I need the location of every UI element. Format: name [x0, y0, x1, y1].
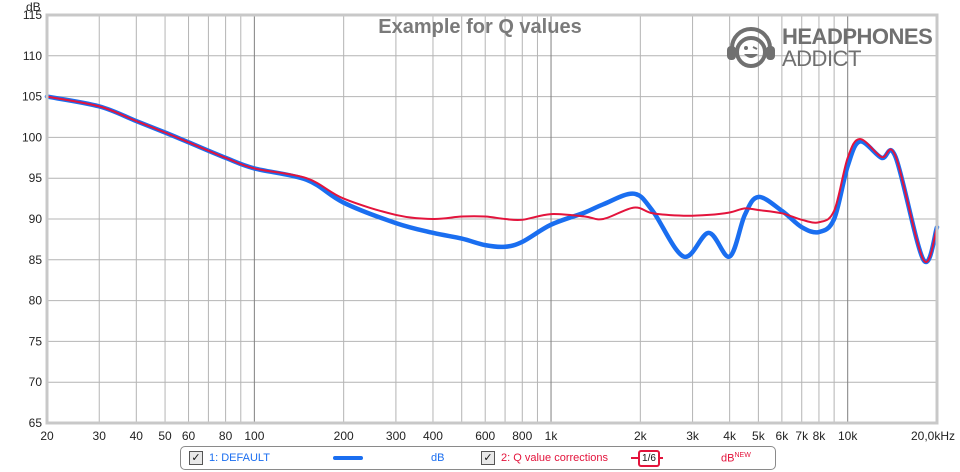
x-tick-label: 100 [244, 429, 264, 443]
x-tick-label: 5k [752, 429, 766, 443]
x-axis-ticks: 20 30 40 50 60 80 100 200 300 400 600 800 1k 2k 3k 4k 5k… [40, 429, 955, 443]
y-tick-label: 70 [29, 375, 43, 389]
grid [46, 14, 938, 424]
smiley-headphones-icon [727, 27, 775, 68]
x-tick-label: 8k [813, 429, 827, 443]
y-tick-label: 110 [23, 49, 42, 63]
y-tick-label: 100 [22, 130, 42, 144]
x-tick-label: 20,0kHz [911, 429, 955, 443]
plot-frame [45, 13, 939, 425]
x-tick-label: 400 [423, 429, 443, 443]
series-1-label: 1: DEFAULT [209, 452, 270, 464]
x-tick-label: 800 [512, 429, 532, 443]
series-2-checkbox[interactable]: ✓ [481, 451, 495, 465]
y-tick-label: 80 [29, 294, 43, 308]
logo-text-addict: ADDICT [782, 46, 861, 71]
x-tick-label: 300 [386, 429, 406, 443]
y-tick-label: 95 [29, 171, 43, 185]
x-tick-label: 60 [182, 429, 196, 443]
series-curve-1 [44, 94, 940, 265]
smoothing-badge[interactable]: 1/6 [638, 450, 660, 467]
series-2-unit-text: dB [721, 452, 735, 465]
series-curve-2 [46, 95, 938, 264]
y-axis-unit-label: dB [26, 0, 41, 14]
y-tick-label: 115 [23, 8, 42, 22]
x-tick-label: 1k [545, 429, 559, 443]
legend: ✓ 1: DEFAULT dB ✓ 2: Q value corrections… [180, 446, 776, 470]
y-tick-label: 65 [29, 416, 43, 430]
series-2-unit-superscript: NEW [734, 452, 751, 459]
x-tick-label: 2k [634, 429, 648, 443]
x-tick-label: 6k [776, 429, 790, 443]
x-tick-label: 7k [795, 429, 809, 443]
y-tick-label: 75 [29, 334, 43, 348]
series-1-unit: dB [431, 452, 445, 464]
y-tick-label: 85 [29, 253, 43, 267]
series-2-unit: dBNEW [721, 452, 751, 465]
chart-title: Example for Q values [378, 16, 581, 38]
y-tick-label: 105 [22, 90, 42, 104]
headphones-addict-logo: HEADPHONES ADDICT [724, 22, 934, 72]
x-tick-label: 30 [93, 429, 107, 443]
x-tick-label: 40 [130, 429, 144, 443]
x-tick-label: 10k [838, 429, 858, 443]
y-tick-label: 90 [29, 212, 43, 226]
x-tick-label: 80 [219, 429, 233, 443]
series-1-checkbox[interactable]: ✓ [189, 451, 203, 465]
x-tick-label: 4k [723, 429, 737, 443]
curves [44, 94, 940, 265]
x-tick-label: 200 [334, 429, 354, 443]
series-1-line-swatch [333, 456, 363, 460]
x-tick-label: 20 [40, 429, 54, 443]
x-tick-label: 600 [475, 429, 495, 443]
series-2-label: 2: Q value corrections [501, 452, 608, 464]
y-axis-ticks: 65 70 75 80 85 90 95 100 105 110 115 [22, 8, 42, 430]
x-tick-label: 50 [158, 429, 172, 443]
x-tick-label: 3k [686, 429, 700, 443]
logo-text-headphones: HEADPHONES [782, 24, 933, 49]
